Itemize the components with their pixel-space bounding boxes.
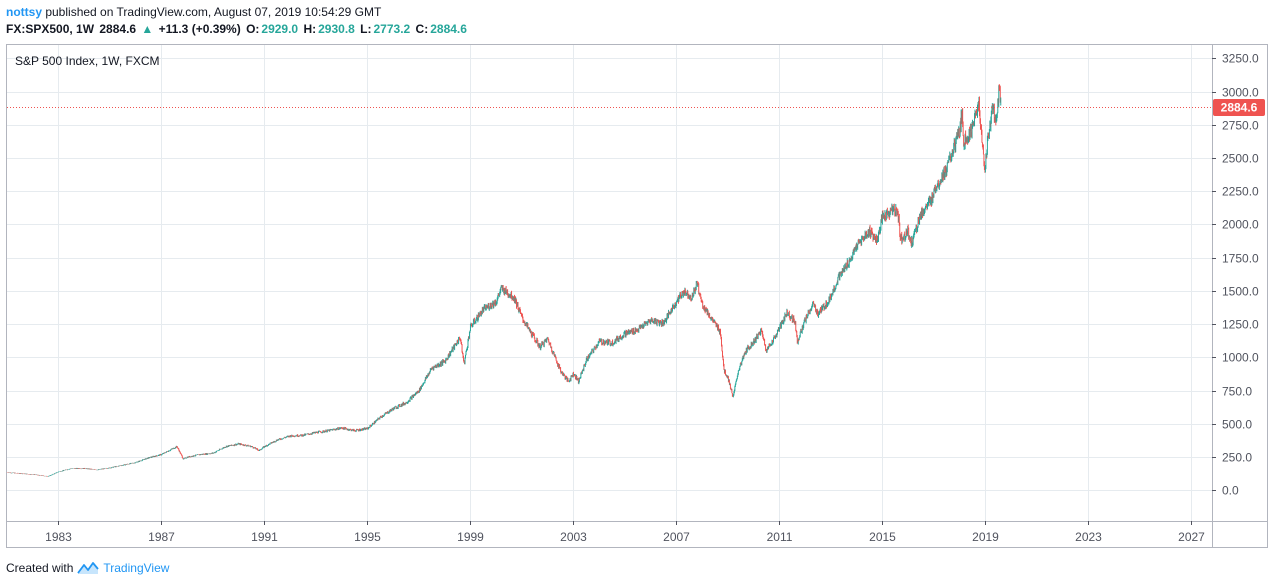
- candlestick-series: [6, 84, 1002, 477]
- low-value: 2773.2: [373, 22, 411, 36]
- symbol-label: FX:SPX500, 1W: [6, 22, 95, 36]
- publisher-username[interactable]: nottsy: [6, 5, 42, 19]
- time-tick-label: 1999: [457, 530, 484, 544]
- time-tick-label: 1983: [45, 530, 72, 544]
- low-label: L:: [360, 22, 372, 36]
- chart-title: S&P 500 Index, 1W, FXCM: [15, 54, 160, 68]
- tradingview-logo-icon[interactable]: [77, 561, 100, 575]
- price-axis[interactable]: 3250.0 3000.0 2750.0 2500.0 2250.0 2000.0 1750…: [1212, 52, 1259, 498]
- price-change: +11.3 (+0.39%): [158, 22, 241, 36]
- publish-info: nottsy published on TradingView.com, Aug…: [6, 4, 381, 20]
- time-tick-label: 2019: [972, 530, 999, 544]
- price-tick-label: 750.0: [1222, 385, 1252, 399]
- time-tick-label: 1995: [354, 530, 381, 544]
- change-up-arrow-icon: ▲: [141, 22, 154, 36]
- price-tick-label: 0.0: [1222, 484, 1239, 498]
- time-tick-label: 2011: [767, 530, 793, 544]
- time-tick-label: 2027: [1178, 530, 1205, 544]
- close-label: C:: [415, 22, 429, 36]
- chart-frame: [6, 44, 1268, 548]
- grid-lines: [7, 45, 1212, 521]
- last-price-label: 2884.6: [1213, 99, 1265, 116]
- created-with-label: Created with: [6, 561, 74, 575]
- open-label: O:: [246, 22, 260, 36]
- price-tick-label: 1250.0: [1222, 318, 1259, 332]
- price-tick-label: 500.0: [1222, 418, 1252, 432]
- footer: Created with TradingView: [6, 560, 169, 576]
- price-tick-label: 2000.0: [1222, 218, 1259, 232]
- price-tick-label: 1750.0: [1222, 252, 1259, 266]
- last-price: 2884.6: [99, 22, 137, 36]
- price-tick-label: 1000.0: [1222, 351, 1259, 365]
- high-value: 2930.8: [318, 22, 355, 36]
- price-tick-label: 3250.0: [1222, 52, 1259, 66]
- time-tick-label: 2015: [869, 530, 896, 544]
- published-text: published on TradingView.com, August 07,…: [42, 5, 382, 19]
- price-tick-label: 2250.0: [1222, 185, 1259, 199]
- tradingview-brand-link[interactable]: TradingView: [103, 561, 170, 575]
- high-label: H:: [303, 22, 317, 36]
- open-value: 2929.0: [261, 22, 299, 36]
- last-price-tag: [1213, 99, 1265, 116]
- time-tick-label: 2007: [663, 530, 690, 544]
- close-value: 2884.6: [430, 22, 467, 36]
- symbol-info-bar: FX:SPX500, 1W 2884.6 ▲ +11.3 (+0.39%) O:…: [6, 21, 469, 37]
- time-tick-label: 1987: [148, 530, 175, 544]
- price-tick-label: 3000.0: [1222, 86, 1259, 100]
- time-tick-label: 2023: [1075, 530, 1102, 544]
- price-tick-label: 1500.0: [1222, 285, 1259, 299]
- time-tick-label: 2003: [560, 530, 587, 544]
- price-tick-label: 250.0: [1222, 451, 1252, 465]
- last-price-tag-text: 2884.6: [1221, 101, 1258, 115]
- price-tick-label: 2500.0: [1222, 152, 1259, 166]
- price-tick-label: 2750.0: [1222, 119, 1259, 133]
- time-tick-label: 1991: [251, 530, 278, 544]
- time-axis[interactable]: 1983 1987 1991 1995 1999 2003 2007 2011 2015 2019…: [45, 521, 1205, 544]
